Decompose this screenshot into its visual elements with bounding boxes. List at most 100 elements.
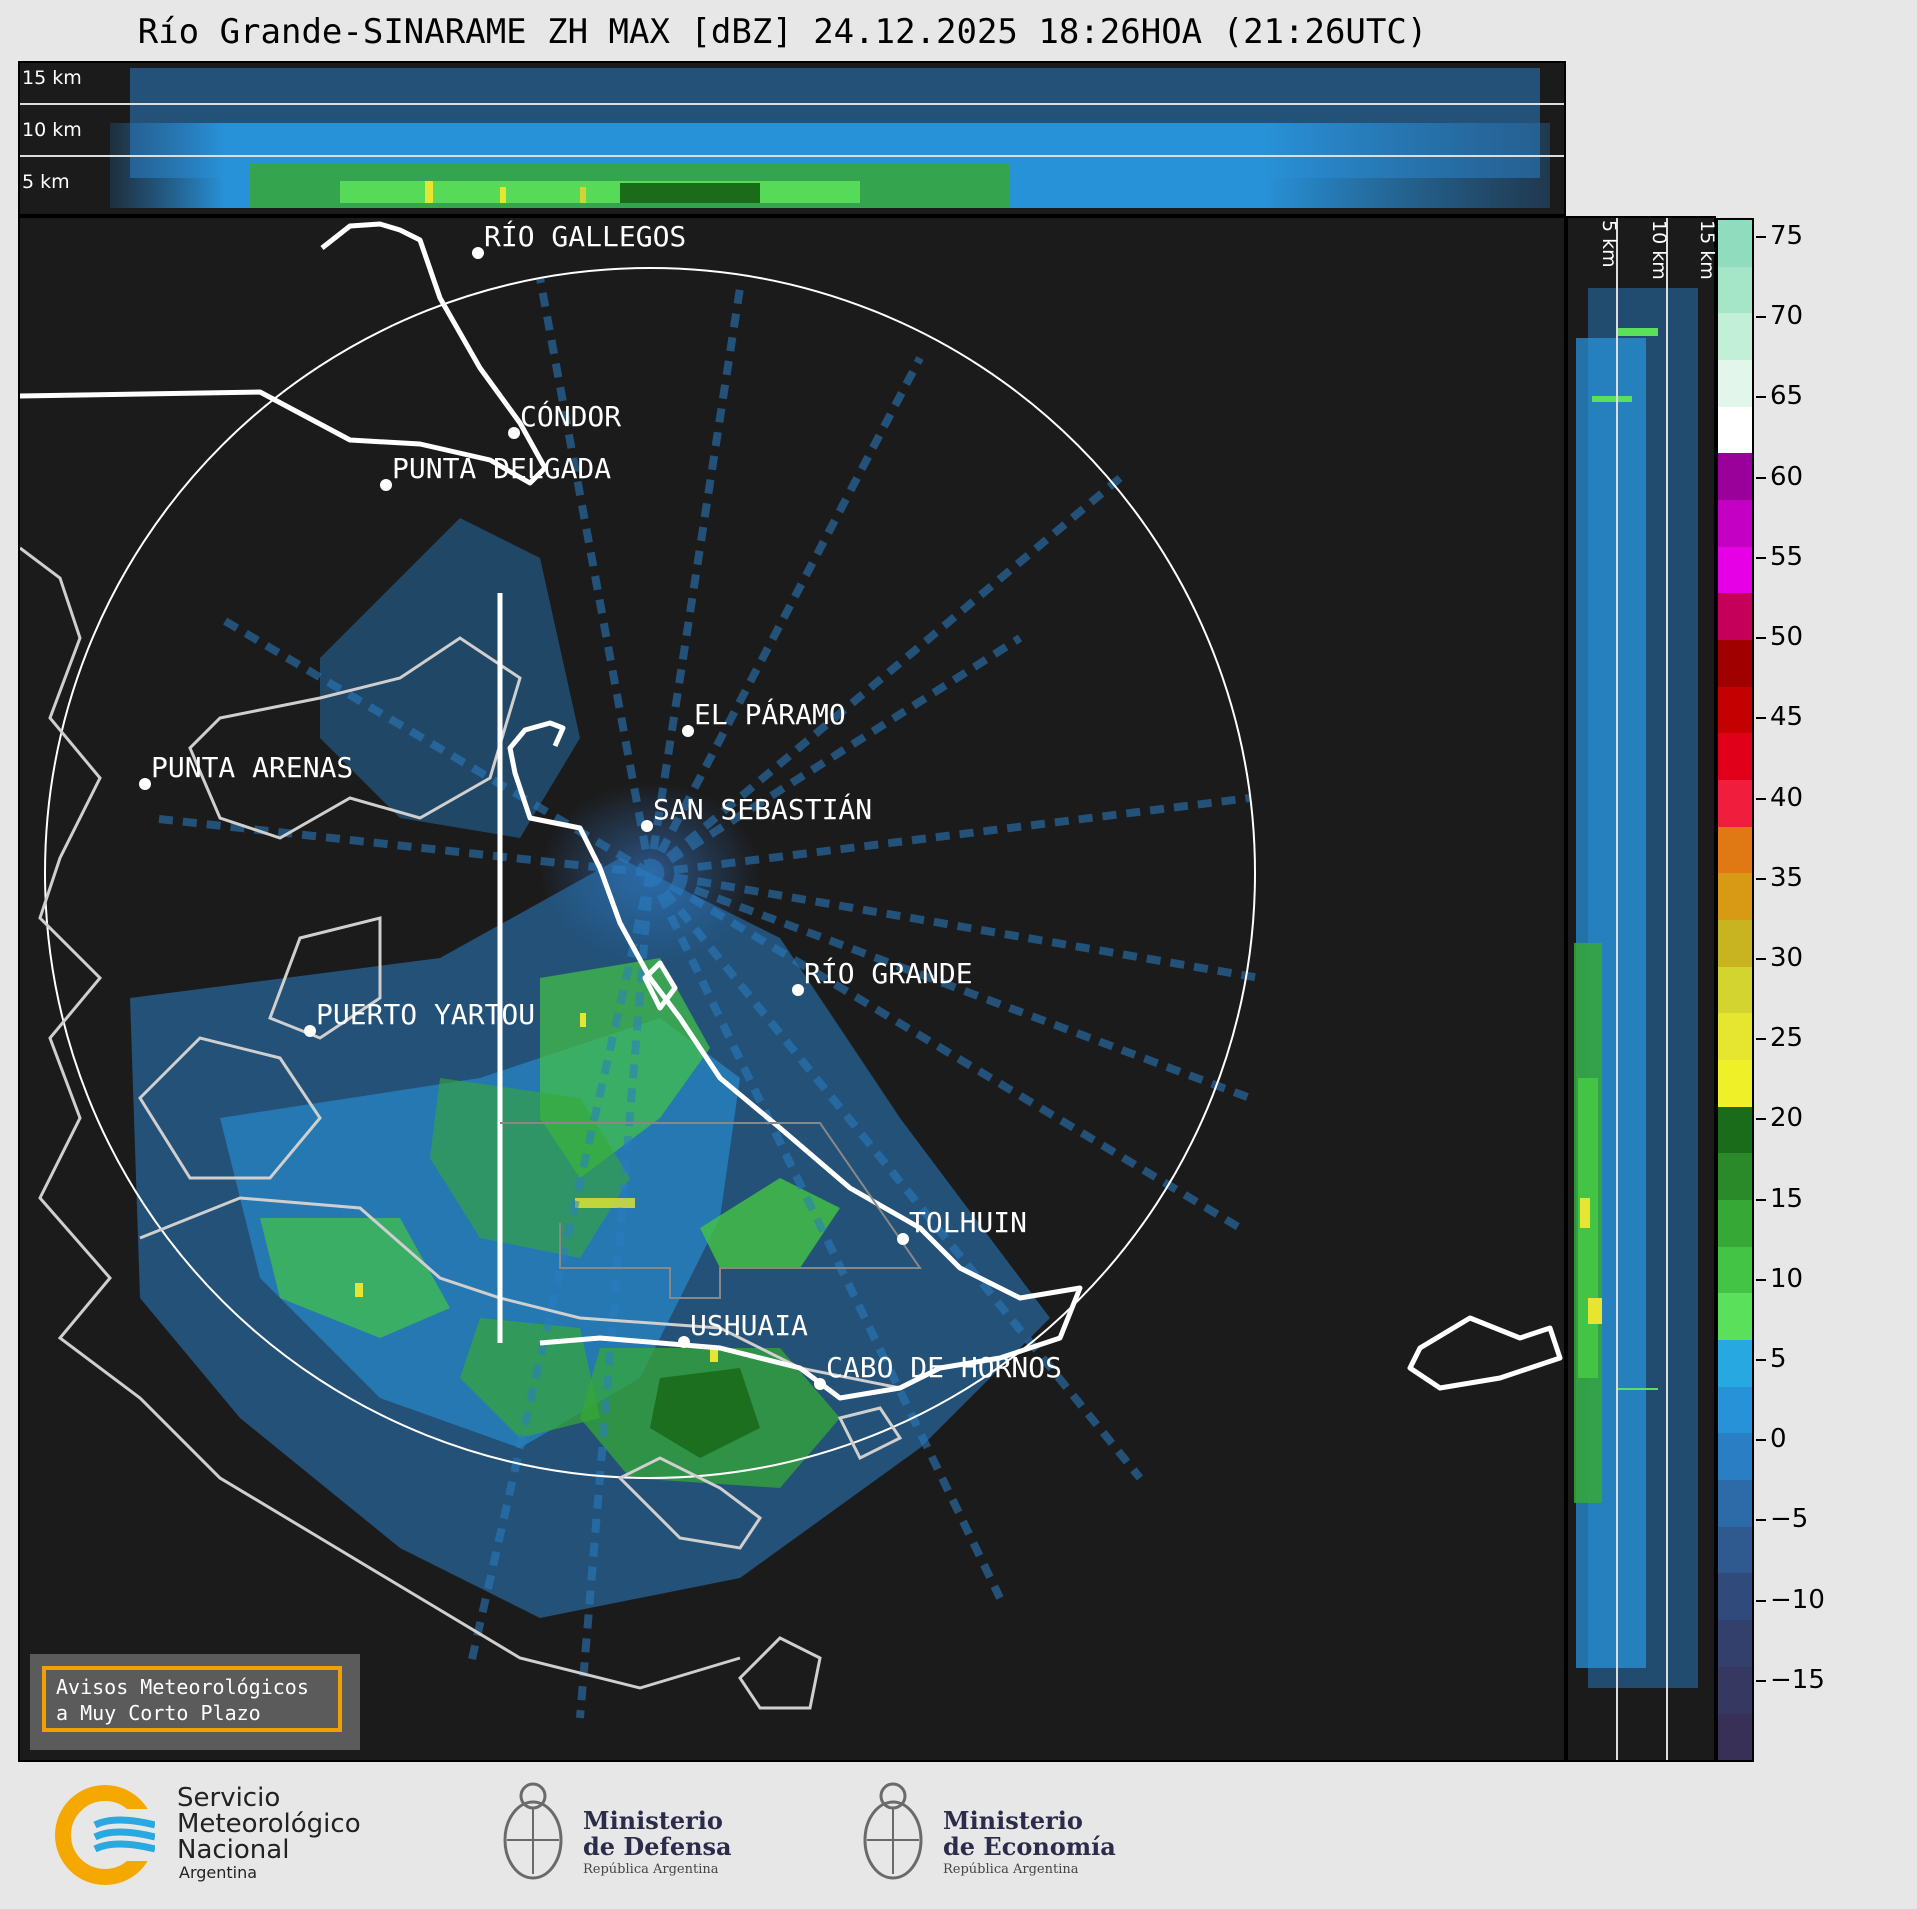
reflectivity-echoes <box>130 277 1261 1719</box>
notice-text: Avisos Meteorológicos a Muy Corto Plazo <box>42 1666 342 1732</box>
colorbar-segment <box>1718 453 1752 501</box>
colorbar-tick <box>1756 797 1766 800</box>
colorbar-segment <box>1718 1713 1752 1761</box>
economia-line-1: Ministerio <box>943 1806 1083 1835</box>
city-label-cabo-de-hornos: CABO DE HORNOS <box>826 1351 1063 1384</box>
city-label-ushuaia: USHUAIA <box>690 1309 809 1342</box>
colorbar-segment <box>1718 546 1752 594</box>
city-label-puerto-yartou: PUERTO YARTOU <box>316 998 536 1031</box>
colorbar-segment <box>1718 920 1752 967</box>
colorbar-tick <box>1756 637 1766 640</box>
colorbar-tick <box>1756 877 1766 880</box>
top-profile-echoes <box>20 68 1564 208</box>
city-marker[interactable] <box>508 427 520 439</box>
colorbar-tick-label: 10 <box>1770 1263 1804 1294</box>
radar-map[interactable]: RÍO GALLEGOS CÓNDOR PUNTA DELGADA EL PÁR… <box>18 216 1566 1762</box>
smn-logo-icon <box>55 1785 155 1885</box>
city-marker[interactable] <box>380 479 392 491</box>
colorbar-tick <box>1756 396 1766 399</box>
colorbar-segment <box>1718 1293 1752 1341</box>
colorbar-tick-label: −5 <box>1770 1504 1809 1535</box>
notice-box[interactable]: Avisos Meteorológicos a Muy Corto Plazo <box>30 1654 360 1750</box>
colorbar-segment <box>1718 1526 1752 1574</box>
colorbar-segment <box>1718 966 1752 1014</box>
colorbar-segment <box>1718 1246 1752 1294</box>
smn-logo: Servicio Meteorológico Nacional Argentin… <box>55 1785 395 1885</box>
notice-line-1: Avisos Meteorológicos <box>56 1675 309 1699</box>
city-marker[interactable] <box>682 725 694 737</box>
city-label-punta-arenas: PUNTA ARENAS <box>151 751 354 784</box>
city-label-rio-gallegos: RÍO GALLEGOS <box>484 220 687 253</box>
colorbar-segment <box>1718 220 1752 267</box>
colorbar-tick <box>1756 476 1766 479</box>
colorbar-tick <box>1756 556 1766 559</box>
city-marker[interactable] <box>897 1233 909 1245</box>
economia-line-2: de Economía <box>943 1832 1116 1861</box>
side-vertical-profile: 5 km 10 km 15 km <box>1566 216 1718 1762</box>
city-label-san-sebastian: SAN SEBASTIÁN <box>653 793 873 826</box>
colorbar-segment <box>1718 1433 1752 1481</box>
colorbar-tick <box>1756 236 1766 239</box>
city-label-el-paramo: EL PÁRAMO <box>694 698 846 731</box>
colorbar-tick <box>1756 1118 1766 1121</box>
colorbar-tick <box>1756 1278 1766 1281</box>
defensa-line-2: de Defensa <box>583 1832 732 1861</box>
colorbar-tick-label: 5 <box>1770 1343 1787 1374</box>
colorbar-tick-label: −10 <box>1770 1584 1825 1615</box>
colorbar-tick-label: 75 <box>1770 221 1804 252</box>
colorbar-segment <box>1718 313 1752 361</box>
side-profile-echoes <box>1574 218 1698 1760</box>
city-marker[interactable] <box>641 820 653 832</box>
smn-logo-line-2: Meteorológico <box>177 1809 361 1839</box>
ministerio-economia-logo: Ministerio de Economía República Argenti… <box>855 1778 1116 1898</box>
colorbar-segment <box>1718 1480 1752 1527</box>
colorbar-tick-label: 0 <box>1770 1424 1787 1455</box>
colorbar-segment <box>1718 1200 1752 1247</box>
economia-line-3: República Argentina <box>943 1862 1079 1877</box>
province-boundary <box>500 1122 922 1299</box>
top-profile-level-15km: 15 km <box>22 67 82 89</box>
colorbar-segment <box>1718 406 1752 454</box>
city-marker[interactable] <box>678 1336 690 1348</box>
city-marker[interactable] <box>139 778 151 790</box>
coat-of-arms-icon <box>863 1782 923 1880</box>
city-marker[interactable] <box>814 1378 826 1390</box>
colorbar-tick <box>1756 1679 1766 1682</box>
dbz-colorbar <box>1716 218 1754 1762</box>
top-profile-level-10km: 10 km <box>22 119 82 141</box>
city-marker[interactable] <box>304 1025 316 1037</box>
colorbar-tick-label: 50 <box>1770 622 1804 653</box>
defensa-line-3: República Argentina <box>583 1862 719 1877</box>
colorbar-segment <box>1718 1106 1752 1154</box>
colorbar-segment <box>1718 1666 1752 1714</box>
colorbar-tick-label: 70 <box>1770 301 1804 332</box>
radar-range-ring <box>44 267 1256 1479</box>
colorbar-segment <box>1718 1340 1752 1387</box>
ministerio-defensa-logo: Ministerio de Defensa República Argentin… <box>495 1778 755 1898</box>
colorbar-tick-label: 40 <box>1770 782 1804 813</box>
boundaries <box>20 221 1563 1401</box>
colorbar-segment <box>1718 873 1752 921</box>
colorbar-tick-label: 45 <box>1770 702 1804 733</box>
city-label-rio-grande: RÍO GRANDE <box>804 957 973 990</box>
colorbar-segment <box>1718 1573 1752 1621</box>
city-marker[interactable] <box>472 247 484 259</box>
colorbar-segment <box>1718 1060 1752 1107</box>
colorbar-tick-label: 65 <box>1770 381 1804 412</box>
colorbar-tick-label: 35 <box>1770 862 1804 893</box>
defensa-line-1: Ministerio <box>583 1806 723 1835</box>
city-label-punta-delgada: PUNTA DELGADA <box>392 452 612 485</box>
side-profile-level-5km: 5 km <box>1598 220 1620 268</box>
colorbar-tick <box>1756 1519 1766 1522</box>
smn-logo-line-3: Nacional <box>177 1835 290 1865</box>
side-profile-level-15km: 15 km <box>1696 220 1718 280</box>
colorbar-tick <box>1756 1038 1766 1041</box>
city-label-condor: CÓNDOR <box>520 400 622 433</box>
colorbar-tick-label: 20 <box>1770 1103 1804 1134</box>
colorbar-segment <box>1718 1153 1752 1201</box>
city-marker[interactable] <box>792 984 804 996</box>
colorbar-segment <box>1718 593 1752 641</box>
radar-map-canvas <box>20 221 1563 1719</box>
smn-logo-line-1: Servicio <box>177 1783 281 1813</box>
colorbar-segment <box>1718 360 1752 407</box>
